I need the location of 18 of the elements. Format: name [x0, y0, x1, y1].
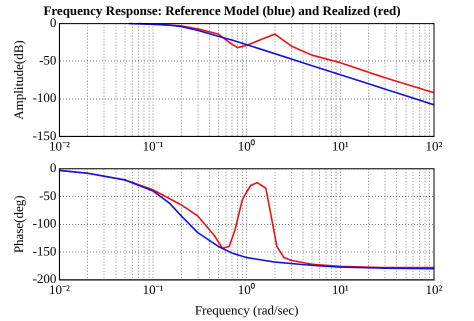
x-tick-label: 10²	[426, 138, 443, 154]
y-tick-label: -100	[32, 216, 56, 231]
x-tick-label: 10⁰	[238, 138, 256, 154]
y-tick-label: -50	[39, 52, 56, 68]
x-axis-title: Frequency (rad/sec)	[194, 302, 299, 318]
x-tick-label: 10¹	[332, 138, 349, 154]
x-tick-label: 10⁰	[238, 282, 256, 298]
y-tick-label: -50	[39, 188, 56, 203]
y-tick-label: -100	[32, 90, 56, 106]
x-tick-label: 10¹	[332, 282, 349, 298]
y-axis-title: Amplitude(dB)	[11, 40, 26, 120]
y-axis-title: Phase(deg)	[11, 195, 26, 254]
x-tick-label: 10⁻¹	[142, 282, 164, 298]
x-tick-label: 10⁻¹	[142, 138, 164, 154]
y-tick-label: 0	[50, 160, 56, 176]
y-tick-label: -150	[32, 128, 56, 143]
y-tick-label: -150	[32, 243, 56, 258]
x-tick-label: 10²	[426, 282, 443, 298]
